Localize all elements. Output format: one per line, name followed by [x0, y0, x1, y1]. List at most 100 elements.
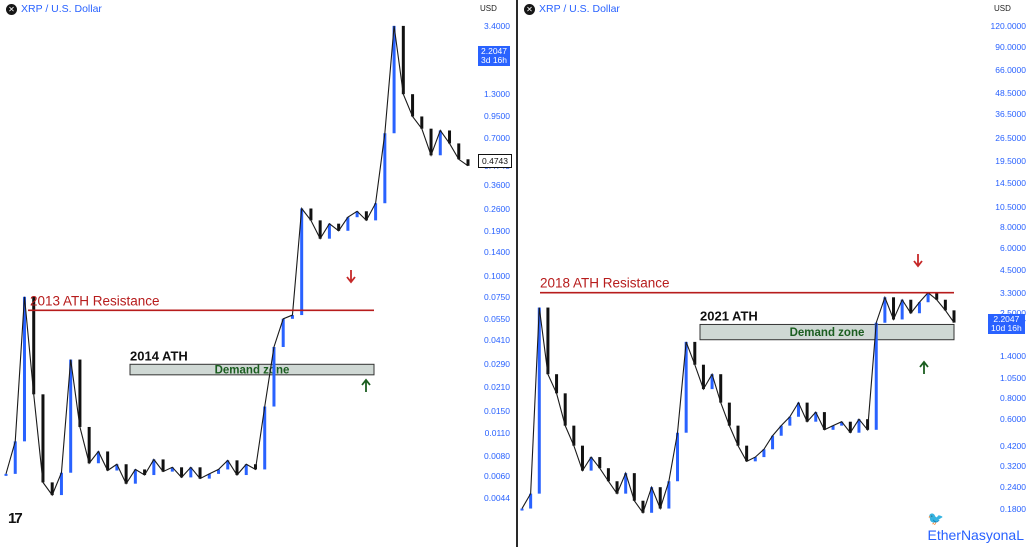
right-axis-tick: 10.5000	[995, 201, 1026, 212]
right-candle	[684, 341, 688, 433]
right-price-chart[interactable]: Demand zone 2021 ATH 2018 ATH Resistance	[518, 0, 1032, 547]
right-candle	[520, 508, 524, 511]
right-candle	[658, 487, 662, 509]
left-candle	[263, 406, 267, 470]
left-price-line	[5, 25, 469, 497]
left-axis-tick: 0.0080	[484, 450, 510, 461]
left-candle	[374, 203, 378, 221]
left-candle	[327, 223, 331, 239]
left-axis-tick: 1.3000	[484, 89, 510, 100]
right-candle	[615, 481, 619, 494]
right-candle	[580, 445, 584, 471]
left-candle	[281, 318, 285, 347]
left-candle	[300, 208, 304, 316]
right-price-axis[interactable]: 120.0000 90.0000 66.0000 48.5000 36.5000 26.5…	[980, 0, 1032, 547]
left-currency-label[interactable]: USD	[480, 4, 497, 13]
left-arrow-down-icon	[346, 270, 356, 284]
right-candle	[727, 402, 731, 426]
left-candle	[411, 94, 415, 117]
tradingview-logo-icon[interactable]: 17	[8, 510, 23, 527]
left-axis-tick: 0.0750	[484, 291, 510, 302]
left-resistance-label: 2013 ATH Resistance	[30, 293, 160, 308]
right-candle	[701, 364, 705, 390]
right-price-badge-value: 2.2047	[993, 314, 1020, 324]
bird-icon: 🐦	[927, 511, 944, 526]
left-candle	[13, 441, 17, 474]
left-candle	[346, 217, 350, 231]
right-axis-tick: 19.5000	[995, 155, 1026, 166]
right-candle	[589, 457, 593, 471]
left-price-axis[interactable]: 3.4000 2.2047 1.3000 0.9500 0.7000 0.4743 0.36…	[470, 0, 516, 547]
left-candle	[96, 451, 100, 464]
right-axis-tick: 1.0500	[1000, 372, 1026, 383]
right-candle	[917, 302, 921, 314]
right-resistance-label: 2018 ATH Resistance	[540, 276, 670, 291]
left-axis-tick: 3.4000	[484, 20, 510, 31]
right-candle	[624, 473, 628, 494]
left-chart-panel[interactable]: ✕ XRP / U.S. Dollar USD Demand zone 2014 …	[0, 0, 516, 547]
right-candle	[529, 493, 533, 509]
left-axis-tick: 0.3600	[484, 180, 510, 191]
right-axis-tick: 48.5000	[995, 88, 1026, 99]
right-axis-tick: 90.0000	[995, 42, 1026, 53]
right-axis-tick: 26.5000	[995, 133, 1026, 144]
xrp-logo-icon: ✕	[524, 3, 535, 15]
left-candle	[401, 25, 405, 95]
left-candle	[217, 469, 221, 474]
left-pair-title: XRP / U.S. Dollar	[21, 3, 102, 15]
left-price-chart[interactable]: Demand zone 2014 ATH 2013 ATH Resistance	[0, 0, 516, 547]
right-axis-tick: 0.4200	[1000, 440, 1026, 451]
left-candle	[32, 296, 36, 395]
left-candle	[457, 143, 461, 160]
right-candle	[771, 435, 775, 450]
right-candle	[693, 341, 697, 365]
left-candle	[466, 159, 470, 166]
right-candle	[753, 457, 757, 462]
right-candle	[779, 425, 783, 436]
right-currency-label[interactable]: USD	[994, 4, 1011, 13]
left-candle	[337, 223, 341, 231]
left-candle	[50, 482, 54, 496]
left-candle	[59, 472, 63, 496]
right-axis-tick: 6.0000	[1000, 243, 1026, 254]
right-chart-panel[interactable]: ✕ XRP / U.S. Dollar USD Demand zone 2021 …	[518, 0, 1032, 547]
left-axis-tick: 0.0410	[484, 334, 510, 345]
right-candle	[874, 322, 878, 430]
right-axis-tick: 120.0000	[990, 20, 1026, 31]
left-chart-header: ✕ XRP / U.S. Dollar	[6, 3, 102, 15]
left-arrow-up-icon	[361, 378, 371, 392]
left-axis-tick: 0.1000	[484, 271, 510, 282]
right-ath-label: 2021 ATH	[700, 308, 758, 323]
right-candle	[762, 449, 766, 458]
right-chart-header: ✕ XRP / U.S. Dollar	[524, 3, 620, 15]
left-candle	[235, 460, 239, 476]
right-candle	[840, 421, 844, 426]
right-candle	[796, 402, 800, 417]
right-candle	[788, 416, 792, 426]
right-axis-tick: 3.3000	[1000, 287, 1026, 298]
right-candle	[632, 473, 636, 501]
right-candle	[831, 425, 835, 430]
left-candle	[22, 296, 26, 442]
left-axis-tick: 0.0110	[484, 428, 510, 439]
left-axis-tick: 0.2600	[484, 203, 510, 214]
left-demand-zone-label: Demand zone	[215, 365, 290, 377]
right-candle	[719, 374, 723, 403]
right-axis-tick: 36.5000	[995, 109, 1026, 120]
right-candle	[822, 412, 826, 430]
left-demand-zone	[129, 363, 375, 376]
right-candle	[710, 374, 714, 390]
right-axis-tick: 14.5000	[995, 177, 1026, 188]
right-candle	[943, 299, 947, 311]
watermark: 🐦 EtherNasyonaL	[927, 511, 1024, 543]
left-ath-label: 2014 ATH	[130, 348, 188, 363]
right-axis-tick: 4.5000	[1000, 264, 1026, 275]
right-candle	[952, 310, 956, 323]
left-axis-tick: 0.9500	[484, 111, 510, 122]
left-candle	[448, 130, 452, 144]
right-axis-tick: 2.5000	[1000, 308, 1026, 318]
right-candle	[598, 457, 602, 469]
right-candle	[641, 500, 645, 513]
right-arrow-up-icon	[919, 360, 929, 374]
right-arrow-down-icon	[913, 254, 923, 268]
